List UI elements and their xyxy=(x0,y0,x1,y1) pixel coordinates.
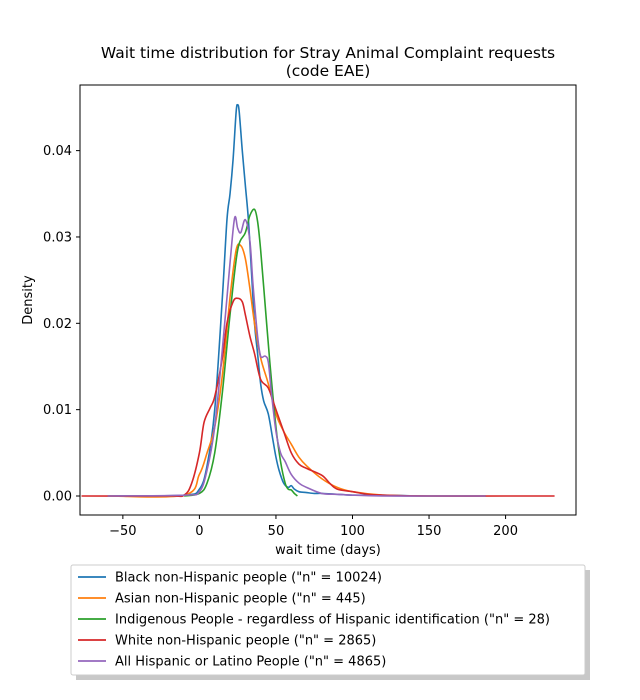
x-tick-label: 50 xyxy=(268,524,285,539)
x-tick-label: −50 xyxy=(109,524,136,539)
legend-label: Indigenous People - regardless of Hispan… xyxy=(115,613,550,628)
x-axis-title: wait time (days) xyxy=(275,543,381,558)
y-axis-title: Density xyxy=(21,275,36,325)
series-line-0 xyxy=(107,103,486,497)
x-tick-label: 0 xyxy=(195,524,203,539)
y-tick-label: 0.01 xyxy=(43,403,72,418)
legend-label: All Hispanic or Latino People ("n" = 486… xyxy=(115,655,386,670)
y-tick-label: 0.02 xyxy=(43,317,72,332)
chart-subtitle: (code EAE) xyxy=(286,62,371,80)
x-tick-label: 150 xyxy=(417,524,442,539)
x-axis: −50 0 50 100 150 200 xyxy=(109,515,518,539)
series-line-3 xyxy=(81,297,555,498)
legend: Black non-Hispanic people ("n" = 10024) A… xyxy=(70,564,590,680)
series-line-4 xyxy=(107,215,486,497)
legend-label: Black non-Hispanic people ("n" = 10024) xyxy=(115,571,382,586)
y-tick-label: 0.03 xyxy=(43,230,72,245)
legend-box xyxy=(70,564,586,676)
y-tick-label: 0.04 xyxy=(43,144,72,159)
x-tick-label: 100 xyxy=(340,524,365,539)
y-axis: 0.00 0.01 0.02 0.03 0.04 xyxy=(43,144,80,505)
series-lines xyxy=(81,103,555,498)
legend-label: Asian non-Hispanic people ("n" = 445) xyxy=(115,592,366,607)
chart-title: Wait time distribution for Stray Animal … xyxy=(101,44,555,62)
legend-label: White non-Hispanic people ("n" = 2865) xyxy=(115,634,376,649)
plot-frame xyxy=(79,84,577,516)
y-tick-label: 0.00 xyxy=(43,490,72,505)
series-line-1 xyxy=(107,243,486,498)
series-line-2 xyxy=(183,208,298,497)
x-tick-label: 200 xyxy=(493,524,518,539)
